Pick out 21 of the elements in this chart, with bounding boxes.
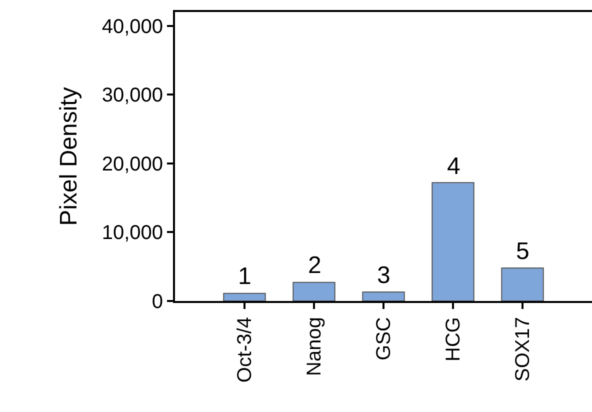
y-tick-label: 10,000: [102, 222, 163, 244]
y-tick-label: 20,000: [102, 153, 163, 176]
y-axis-title: Pixel Density: [55, 87, 82, 226]
bar: [501, 267, 544, 301]
bar: [292, 282, 336, 301]
x-tick-label: Nanog: [304, 317, 326, 376]
bar: [432, 182, 474, 301]
bar: [362, 292, 405, 301]
annotation: 4: [447, 153, 460, 180]
bar: [223, 292, 266, 301]
annotation: 5: [516, 238, 530, 265]
x-tick-label: GSC: [373, 317, 395, 360]
y-tick-label: 40,000: [102, 16, 163, 38]
y-tick-label: 0: [152, 291, 163, 313]
x-tick-label: Oct-3/4: [234, 317, 256, 383]
y-tick-label: 30,000: [102, 84, 163, 107]
annotation: 1: [238, 263, 252, 290]
annotation: 3: [377, 262, 390, 289]
x-tick-label: HCG: [442, 317, 464, 362]
x-tick-label: SOX17: [512, 317, 534, 382]
annotation: 2: [308, 252, 322, 279]
